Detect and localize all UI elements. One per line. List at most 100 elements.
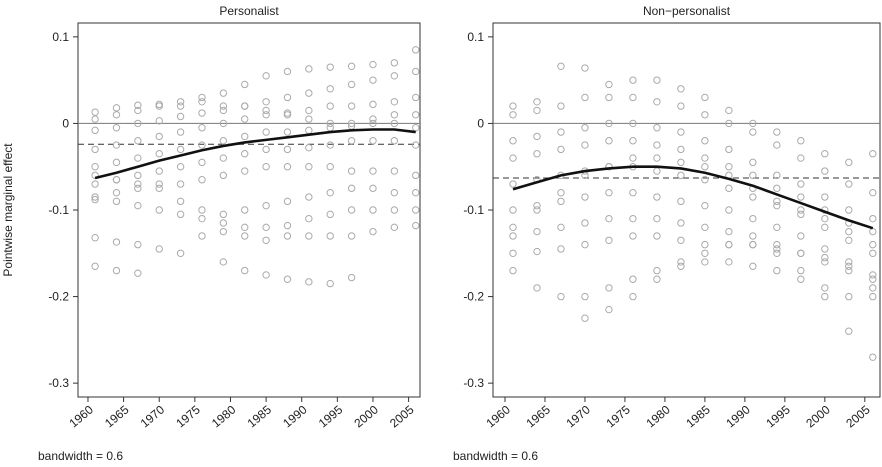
point — [241, 132, 249, 141]
point — [869, 249, 877, 257]
point — [797, 206, 805, 214]
point — [845, 327, 853, 335]
point — [347, 232, 356, 240]
point — [869, 214, 877, 223]
point — [629, 188, 637, 197]
point — [797, 193, 805, 201]
point — [725, 240, 733, 249]
point — [677, 219, 685, 227]
point — [557, 197, 565, 206]
point — [369, 227, 377, 236]
point — [797, 154, 805, 162]
point — [390, 119, 399, 128]
point — [262, 72, 270, 80]
point — [262, 98, 270, 106]
point — [701, 223, 709, 232]
point — [749, 240, 757, 249]
point — [305, 163, 313, 171]
point — [797, 266, 805, 275]
point — [219, 102, 228, 110]
point — [326, 232, 334, 240]
point — [749, 262, 757, 270]
point — [176, 197, 185, 206]
point — [176, 163, 185, 171]
point — [112, 197, 121, 206]
point — [91, 145, 99, 154]
point — [653, 76, 661, 84]
point — [390, 72, 399, 80]
point — [134, 137, 142, 145]
point — [326, 279, 334, 288]
point — [198, 175, 206, 184]
x-tick-label: 1995 — [763, 402, 793, 430]
point — [262, 163, 270, 171]
point — [797, 210, 805, 219]
point — [773, 184, 781, 193]
point — [605, 119, 613, 128]
x-tick-label: 1990 — [723, 402, 753, 430]
point — [509, 249, 517, 257]
x-tick-label: 1975 — [603, 402, 633, 430]
point — [869, 275, 877, 283]
point — [725, 184, 733, 193]
point — [605, 188, 613, 197]
point — [112, 158, 121, 167]
point — [305, 193, 313, 201]
point — [283, 221, 292, 230]
point — [845, 258, 853, 266]
x-tick-label: 1975 — [173, 402, 203, 430]
point — [677, 102, 685, 110]
point — [845, 227, 853, 236]
point — [412, 188, 420, 197]
point — [509, 154, 517, 162]
point — [509, 137, 517, 145]
point — [749, 119, 757, 128]
point — [677, 262, 685, 270]
point — [347, 80, 356, 89]
point — [283, 67, 292, 76]
point — [347, 167, 356, 175]
point — [533, 284, 541, 292]
x-tick-label: 2000 — [803, 402, 833, 430]
point — [557, 188, 565, 197]
point — [677, 258, 685, 266]
point — [509, 266, 517, 275]
point — [176, 98, 185, 106]
x-tick-label: 1970 — [563, 402, 593, 430]
point — [557, 145, 565, 154]
point — [369, 100, 377, 109]
y-tick-label: -0.2 — [48, 290, 69, 304]
point — [797, 249, 805, 257]
point — [112, 111, 121, 119]
point — [347, 62, 356, 70]
y-tick-label: -0.1 — [48, 203, 69, 217]
point — [605, 284, 613, 292]
point — [219, 154, 228, 162]
point — [557, 245, 565, 253]
point — [112, 124, 121, 132]
point — [176, 145, 185, 154]
point — [369, 206, 377, 214]
point — [112, 238, 121, 246]
point — [155, 102, 163, 110]
point — [155, 206, 163, 214]
x-tick-label: 1980 — [643, 402, 673, 430]
point — [677, 128, 685, 136]
point — [369, 115, 377, 123]
point — [134, 101, 142, 109]
point — [509, 232, 517, 240]
point — [581, 314, 589, 322]
point — [283, 163, 292, 171]
plot-frame — [77, 22, 421, 398]
point — [112, 104, 121, 112]
point — [241, 167, 249, 175]
point — [629, 76, 637, 84]
point — [241, 115, 249, 123]
point — [412, 206, 420, 214]
point — [701, 201, 709, 210]
point — [749, 171, 757, 180]
point — [134, 171, 142, 180]
point — [155, 245, 163, 253]
point — [821, 253, 829, 262]
point — [176, 102, 185, 110]
